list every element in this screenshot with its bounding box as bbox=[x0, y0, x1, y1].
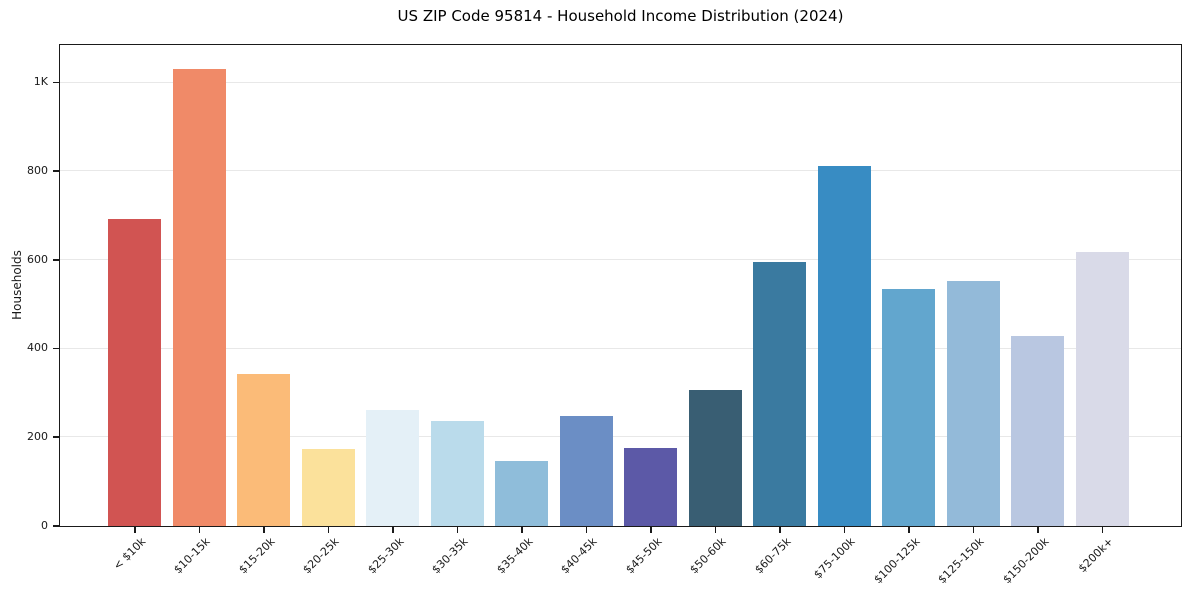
x-tick bbox=[585, 527, 588, 533]
y-tick-label: 600 bbox=[27, 252, 48, 266]
bar bbox=[301, 448, 355, 526]
gridline bbox=[60, 81, 1181, 83]
x-tick-label-text: $100-125k bbox=[871, 535, 923, 587]
x-tick-label-text: $45-50k bbox=[622, 535, 665, 577]
gridline bbox=[60, 347, 1181, 349]
x-tick-label-text: $60-75k bbox=[751, 535, 794, 577]
x-tick-label-text: $35-40k bbox=[493, 535, 536, 577]
y-tick-label: 1K bbox=[33, 75, 48, 89]
x-tick bbox=[392, 527, 394, 533]
x-tick bbox=[650, 527, 652, 533]
bar bbox=[1011, 336, 1064, 526]
x-tick-label-text: $10-15k bbox=[171, 535, 213, 577]
x-tick bbox=[1101, 527, 1104, 533]
x-tick bbox=[521, 527, 523, 533]
y-tick-label: 400 bbox=[27, 341, 48, 355]
x-tick-label-text: $15-20k bbox=[235, 535, 278, 577]
x-tick-label-text: $20-25k bbox=[300, 535, 342, 577]
y-tick bbox=[53, 436, 59, 438]
gridline bbox=[60, 259, 1181, 261]
x-tick bbox=[198, 527, 201, 533]
bar bbox=[366, 410, 419, 526]
bar bbox=[108, 219, 161, 526]
gridline bbox=[60, 170, 1181, 172]
bar bbox=[688, 389, 742, 526]
plot-area bbox=[59, 44, 1182, 527]
x-tick bbox=[714, 527, 717, 533]
x-tick bbox=[327, 527, 330, 533]
y-tick bbox=[53, 347, 59, 350]
bar bbox=[817, 165, 871, 526]
x-tick-label-text: $30-35k bbox=[429, 535, 471, 577]
bar bbox=[559, 416, 613, 526]
bar bbox=[430, 420, 484, 526]
bar bbox=[624, 448, 677, 526]
y-tick-label: 800 bbox=[27, 163, 48, 177]
y-tick-label: 200 bbox=[27, 429, 48, 443]
bar bbox=[946, 280, 1000, 526]
chart-title: US ZIP Code 95814 - Household Income Dis… bbox=[397, 7, 844, 25]
x-tick-label-text: $125-150k bbox=[935, 535, 987, 587]
x-tick-label-text: $75-100k bbox=[811, 535, 858, 582]
bar bbox=[753, 262, 806, 526]
x-tick-label-text: < $10k bbox=[110, 535, 149, 573]
y-tick bbox=[53, 170, 59, 172]
x-tick bbox=[263, 527, 265, 533]
gridline bbox=[60, 436, 1181, 438]
x-tick-label-text: $25-30k bbox=[364, 535, 407, 577]
bar bbox=[882, 288, 935, 526]
x-tick bbox=[134, 527, 136, 533]
x-tick bbox=[972, 527, 975, 533]
x-tick bbox=[908, 527, 910, 533]
x-tick-label-text: $150-200k bbox=[1000, 535, 1052, 587]
y-tick-label: 0 bbox=[41, 518, 48, 532]
y-tick bbox=[53, 525, 59, 527]
x-tick bbox=[1037, 527, 1039, 533]
x-tick bbox=[843, 527, 846, 533]
x-tick-label-text: $50-60k bbox=[687, 535, 729, 577]
bar bbox=[495, 460, 548, 526]
x-tick-label-text: $40-45k bbox=[558, 535, 600, 577]
x-tick bbox=[779, 527, 781, 533]
bar bbox=[172, 69, 226, 526]
bar bbox=[237, 374, 290, 526]
x-tick bbox=[456, 527, 459, 533]
y-tick bbox=[53, 259, 59, 261]
x-tick-label-text: $200k+ bbox=[1075, 535, 1116, 576]
y-tick bbox=[53, 81, 59, 84]
bar bbox=[1075, 251, 1129, 526]
